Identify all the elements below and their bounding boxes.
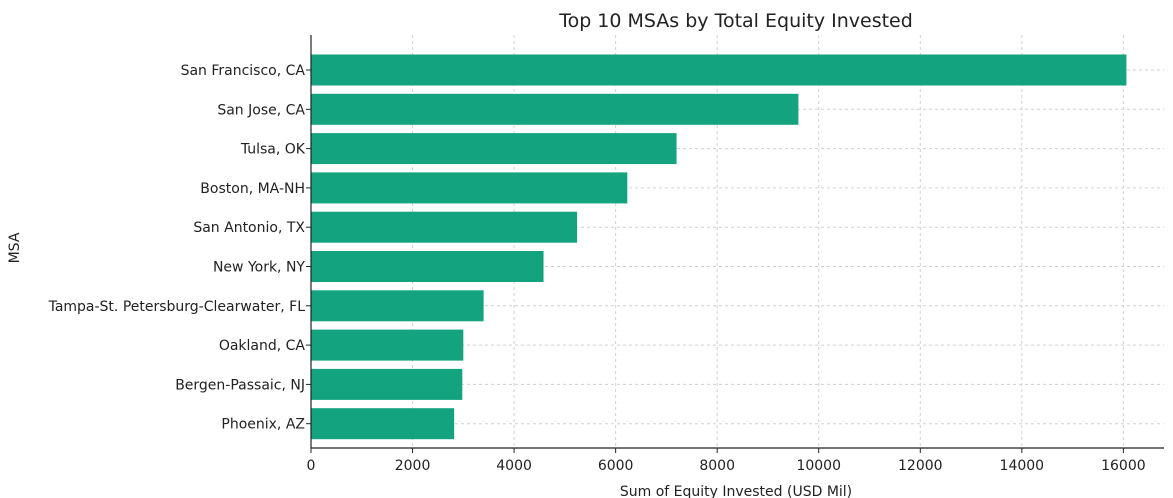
y-tick-label: Bergen-Passaic, NJ (175, 377, 305, 393)
y-tick-label: San Francisco, CA (181, 63, 306, 79)
y-tick-label: San Antonio, TX (193, 220, 305, 236)
x-tick-label: 4000 (496, 458, 532, 474)
y-tick-label: Phoenix, AZ (221, 417, 305, 433)
x-tick-label: 12000 (898, 458, 943, 474)
y-tick-label: Tulsa, OK (240, 142, 306, 158)
bar (311, 290, 484, 322)
chart-title: Top 10 MSAs by Total Equity Invested (558, 10, 913, 32)
y-axis-title: MSA (7, 232, 23, 263)
y-tick-label: San Jose, CA (217, 102, 305, 118)
bars (311, 54, 1127, 440)
x-tick-label: 2000 (395, 458, 431, 474)
x-tick-label: 16000 (1101, 458, 1146, 474)
y-tick-labels: San Francisco, CA San Jose, CA Tulsa, OK Bo… (48, 63, 306, 433)
x-tick-label: 6000 (598, 458, 634, 474)
bar (311, 172, 628, 204)
y-tick-label: Oakland, CA (219, 338, 306, 354)
bar (311, 211, 578, 243)
x-tick-label: 0 (307, 458, 316, 474)
x-tick-label: 8000 (699, 458, 735, 474)
y-tick-label: Boston, MA-NH (200, 181, 305, 197)
x-tick-labels: 0 2000 4000 6000 8000 10000 12000 14000 16000 (307, 458, 1146, 474)
bar (311, 368, 463, 400)
x-axis-title: Sum of Equity Invested (USD Mil) (620, 484, 852, 498)
bar (311, 54, 1127, 86)
y-tick-label: Tampa-St. Petersburg-Clearwater, FL (48, 299, 306, 315)
x-tick-label: 14000 (1000, 458, 1045, 474)
bar (311, 329, 464, 361)
bar (311, 93, 799, 125)
bar (311, 251, 544, 282)
y-tick-label: New York, NY (213, 260, 305, 276)
bar (311, 133, 677, 165)
bar (311, 408, 455, 440)
x-tick-label: 10000 (796, 458, 841, 474)
axes (306, 35, 1164, 453)
